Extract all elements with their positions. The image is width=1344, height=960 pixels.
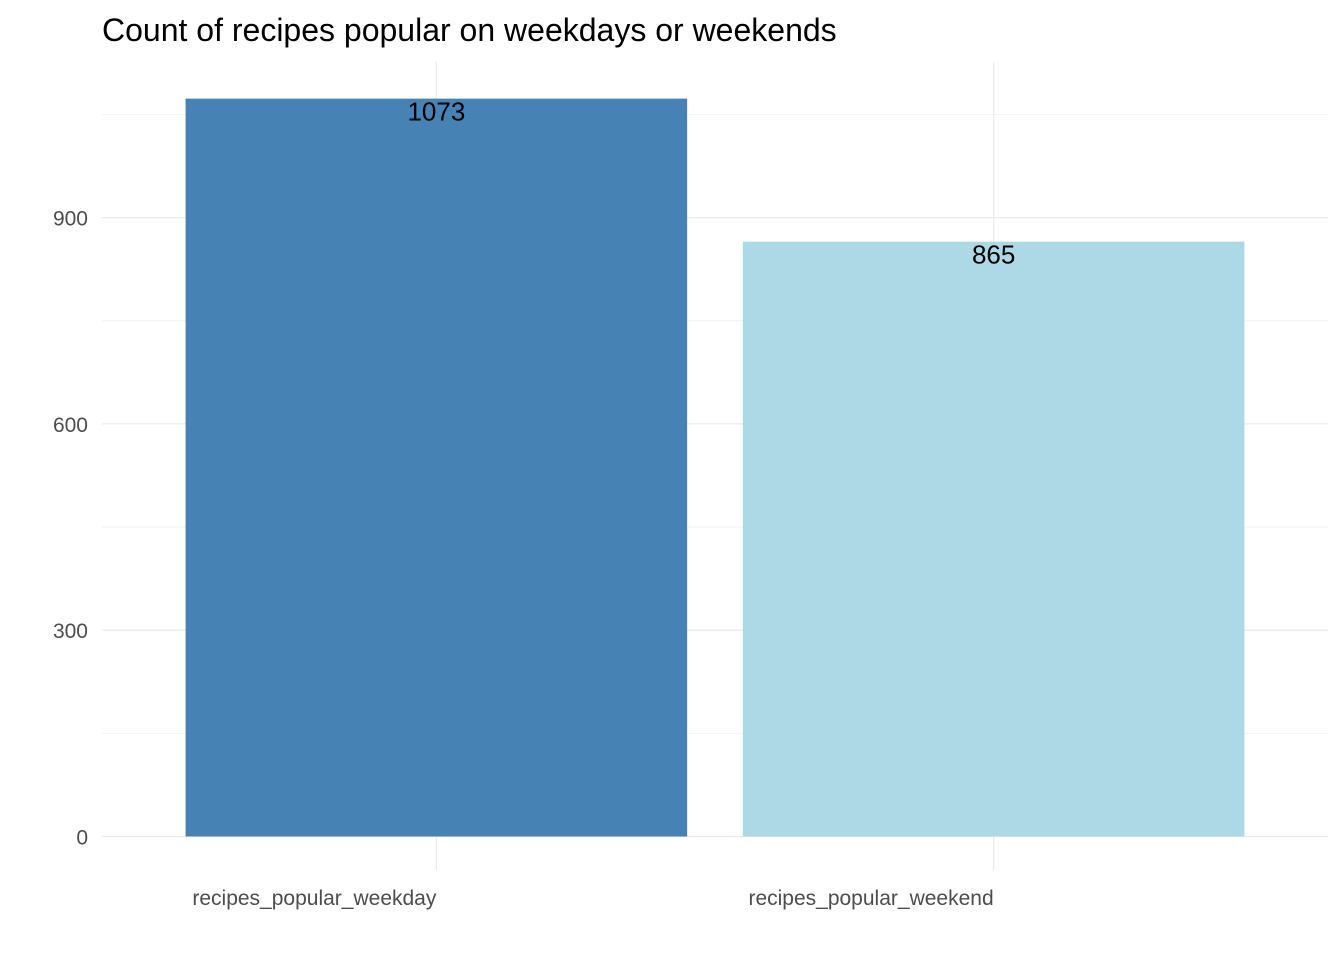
y-tick-label: 600: [53, 414, 88, 437]
y-tick-label: 300: [53, 620, 88, 643]
bars: [185, 98, 1245, 837]
data-label-recipes_popular_weekday: 1073: [407, 97, 465, 127]
y-tick-label: 0: [76, 827, 88, 850]
x-axis: recipes_popular_weekday recipes_popular_w…: [192, 887, 993, 910]
y-tick-label: 900: [53, 208, 88, 231]
x-tick-label: recipes_popular_weekend: [748, 887, 993, 910]
bar-recipes_popular_weekend: [742, 241, 1245, 837]
y-axis: 0 300 600 900: [53, 208, 88, 850]
chart-title: Count of recipes popular on weekdays or …: [102, 12, 837, 48]
x-tick-label: recipes_popular_weekday: [192, 887, 436, 910]
data-label-recipes_popular_weekend: 865: [972, 240, 1015, 270]
bar-recipes_popular_weekday: [185, 98, 688, 837]
data-labels: 1073 865: [407, 97, 1015, 270]
